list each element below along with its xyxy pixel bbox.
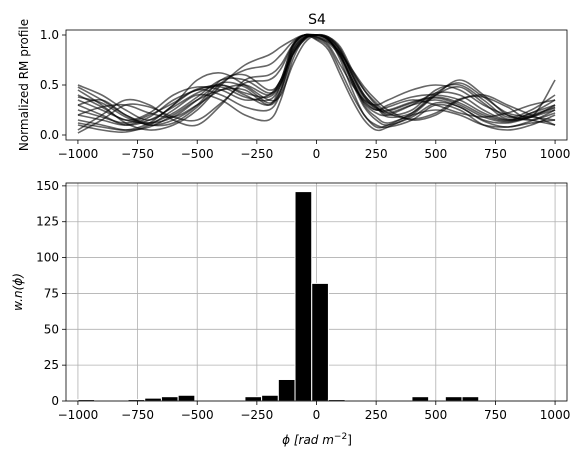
top-x-tick-label: 1000 [540,147,571,161]
top-x-tick-label: −250 [240,147,273,161]
bottom-x-axis-label: ϕ [rad m−2] [282,432,352,447]
rm-profile-line [77,34,556,126]
rm-profile-lines [77,33,556,134]
rm-profile-line [77,33,556,125]
top-y-tick-label: 0.5 [40,78,59,92]
bottom-y-tick-label: 100 [36,251,59,265]
top-x-tick-label: −1000 [58,147,99,161]
histogram-bar [144,397,162,402]
top-y-tick-label: 1.0 [40,28,59,42]
x-label-superscript: −2 [334,432,347,442]
bottom-x-tick-label: −750 [121,408,154,422]
top-x-tick-label: −750 [121,147,154,161]
histogram-bar [160,396,179,402]
rm-profile-line [77,34,556,131]
bottom-y-tick-label: 25 [44,358,59,372]
top-y-axis-label: Normalized RM profile [17,19,31,151]
bottom-x-tick-label: 750 [484,408,507,422]
top-x-tick-label: 750 [484,147,507,161]
rm-profile-line [77,33,556,126]
bottom-y-tick-label: 50 [44,322,59,336]
histogram-bar [461,396,480,402]
bottom-y-tick-label: 0 [51,394,59,408]
bottom-x-tick-label: 250 [365,408,388,422]
histogram-bars [77,191,480,402]
rm-profile-line [77,33,556,134]
top-plot-frame [65,29,568,141]
histogram-panel: −1000 −750 −500 −250 0 250 500 750 1000 0 25 50 75 10… [11,179,570,447]
rm-profile-line [77,33,556,131]
rm-profile-panel: S4 −1000 −750 −500 −250 0 250 500 750 1000 0.0 0.5… [17,12,570,161]
histogram-bar [177,394,196,402]
top-x-tick-label: 0 [313,147,321,161]
top-x-tick-label: −500 [181,147,214,161]
histogram-grid [66,183,567,402]
histogram-bar [311,282,329,402]
top-x-tick-label: 500 [424,147,447,161]
histogram-bar [294,191,313,402]
bottom-y-tick-label: 75 [44,286,59,300]
x-label-main: ϕ [rad m [282,433,334,447]
rm-profile-line [77,34,556,129]
rm-profile-line [77,34,556,126]
rm-profile-line [77,34,556,124]
bottom-x-tick-label: −500 [181,408,214,422]
bottom-y-tick-label: 125 [36,215,59,229]
bottom-y-axis-label: w.n(ϕ) [11,273,25,311]
top-axis-ticks: −1000 −750 −500 −250 0 250 500 750 1000 0.0 0.5 1.0 [40,28,570,161]
bottom-x-tick-label: 1000 [540,408,571,422]
bottom-y-tick-label: 150 [36,179,59,193]
bottom-x-tick-label: −250 [240,408,273,422]
top-x-tick-label: 250 [365,147,388,161]
chart-title: S4 [308,12,326,28]
histogram-bar [444,396,463,402]
bottom-x-tick-label: 0 [313,408,321,422]
x-label-end: ] [347,433,352,447]
top-y-tick-label: 0.0 [40,128,59,142]
rm-profile-line [77,34,556,132]
bottom-plot-frame [65,182,568,402]
bottom-x-tick-label: −1000 [58,408,99,422]
histogram-bar [277,378,296,402]
bottom-x-tick-label: 500 [424,408,447,422]
histogram-bar [244,396,263,402]
bottom-axis-ticks: −1000 −750 −500 −250 0 250 500 750 1000 0 25 50 75 10… [36,179,570,422]
histogram-bar [261,394,279,402]
histogram-bar [411,396,430,402]
